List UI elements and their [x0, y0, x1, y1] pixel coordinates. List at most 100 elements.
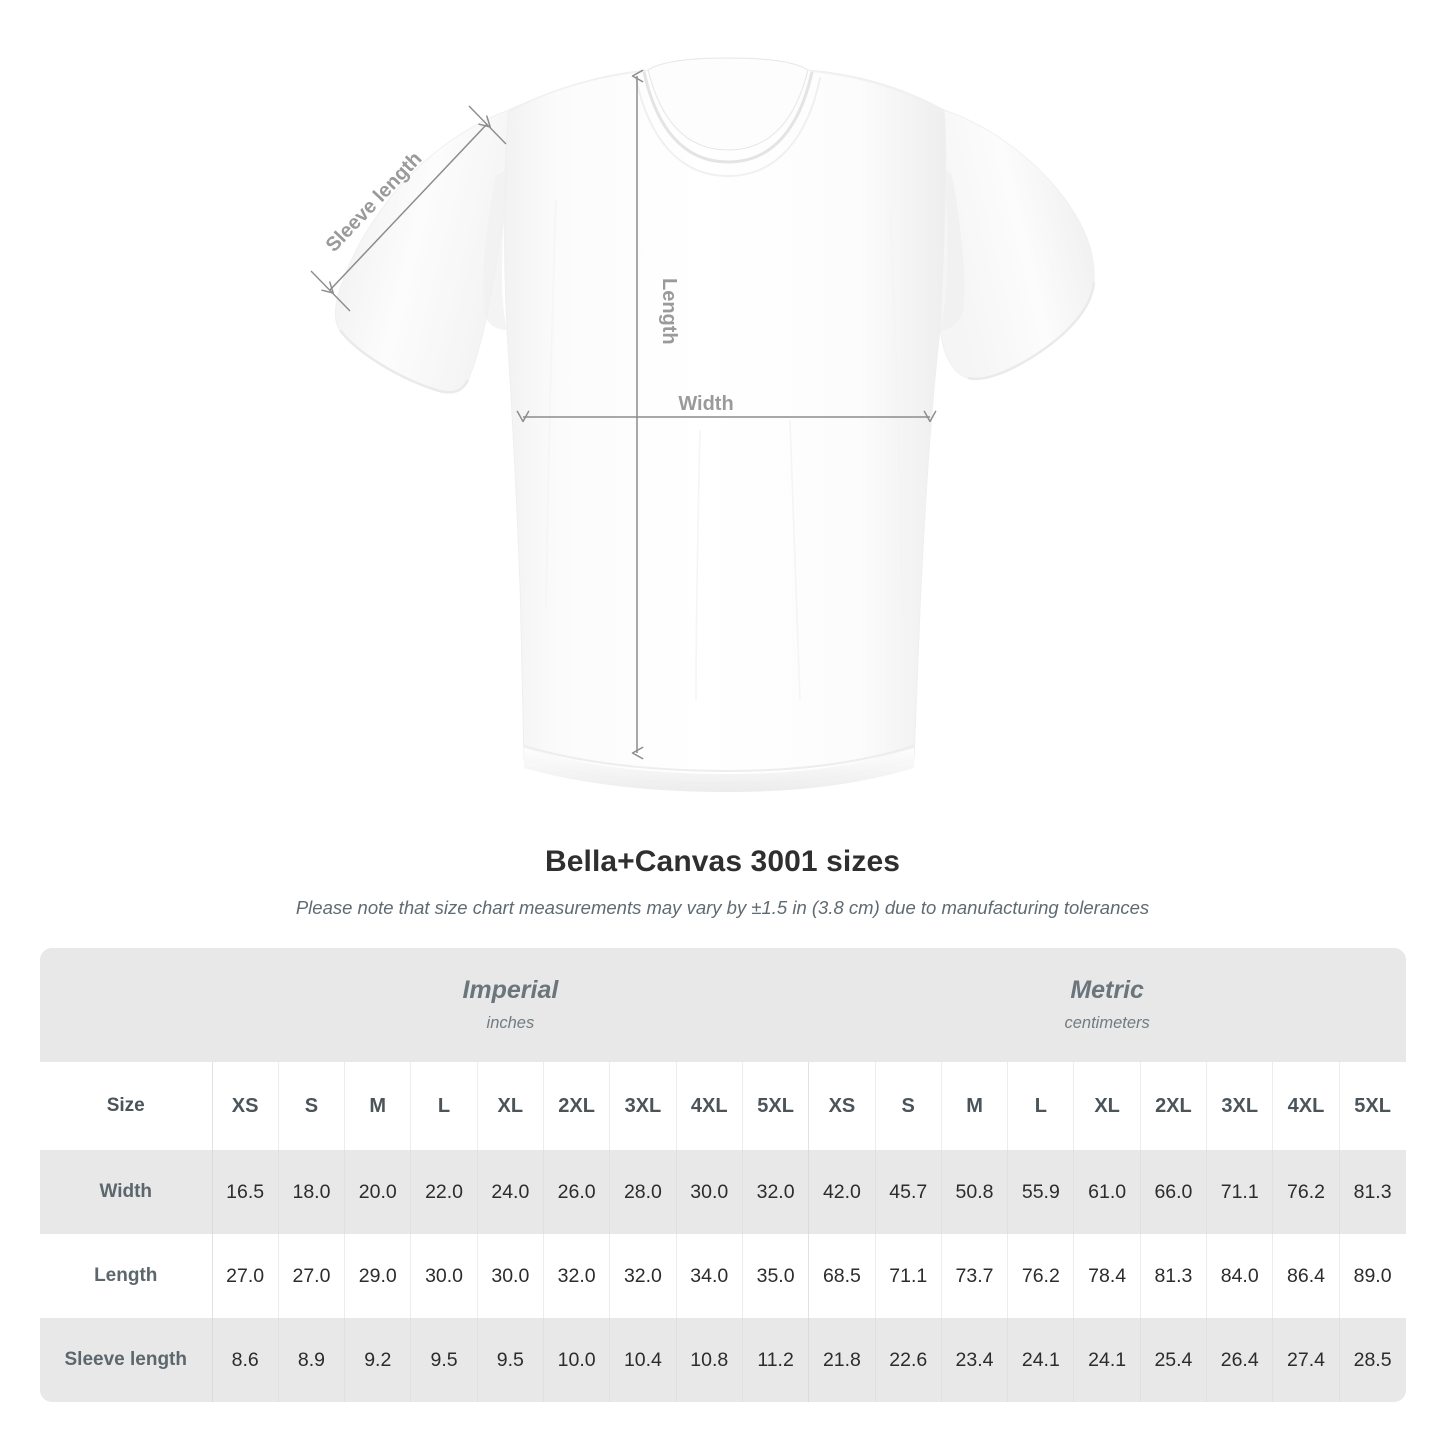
- sleeve-imperial-5xl: 11.2: [741, 1318, 809, 1402]
- sleeve-metric-s: 22.6: [874, 1318, 942, 1402]
- size-table-container: Imperial inches Metric centimeters Size …: [40, 948, 1406, 1402]
- col-header-metric-xs: XS: [808, 1062, 876, 1150]
- sleeve-imperial-xs: 8.6: [211, 1318, 279, 1402]
- width-imperial-l: 22.0: [410, 1150, 478, 1234]
- col-header-metric-5xl: 5XL: [1338, 1062, 1406, 1150]
- sleeve-imperial-s: 8.9: [277, 1318, 345, 1402]
- sleeve-metric-5xl: 28.5: [1338, 1318, 1406, 1402]
- width-metric-3xl: 71.1: [1206, 1150, 1273, 1234]
- col-header-imperial-xl: XL: [476, 1062, 544, 1150]
- size-header-label: Size: [40, 1062, 212, 1150]
- right-sleeve-hem: [967, 281, 1096, 381]
- sleeve-metric-3xl: 26.4: [1206, 1318, 1273, 1402]
- unit-banner-spacer: [40, 948, 212, 1062]
- col-header-imperial-2xl: 2XL: [542, 1062, 610, 1150]
- width-label: Width: [678, 393, 733, 415]
- width-metric-5xl: 81.3: [1338, 1150, 1406, 1234]
- length-imperial-4xl: 34.0: [675, 1234, 743, 1318]
- col-header-metric-4xl: 4XL: [1272, 1062, 1340, 1150]
- left-sleeve-hem: [338, 329, 470, 394]
- sleeve-metric-2xl: 25.4: [1139, 1318, 1207, 1402]
- metric-label: Metric: [1070, 976, 1144, 1005]
- length-imperial-xs: 27.0: [211, 1234, 279, 1318]
- right-armhole-shadow: [940, 168, 965, 330]
- width-metric-xl: 61.0: [1073, 1150, 1141, 1234]
- sleeve-metric-4xl: 27.4: [1272, 1318, 1340, 1402]
- length-imperial-m: 29.0: [344, 1234, 411, 1318]
- sleeve-imperial-xl: 9.5: [476, 1318, 544, 1402]
- width-imperial-3xl: 28.0: [609, 1150, 677, 1234]
- hem-stitch: [523, 745, 915, 773]
- col-header-imperial-3xl: 3XL: [609, 1062, 677, 1150]
- col-header-imperial-s: S: [277, 1062, 345, 1150]
- length-imperial-2xl: 32.0: [542, 1234, 610, 1318]
- length-metric-4xl: 86.4: [1272, 1234, 1340, 1318]
- width-imperial-2xl: 26.0: [542, 1150, 610, 1234]
- length-metric-5xl: 89.0: [1338, 1234, 1406, 1318]
- col-header-metric-s: S: [874, 1062, 942, 1150]
- size-header-row: Size XS S M L XL 2XL 3XL 4XL 5XL XS S M …: [40, 1062, 1406, 1150]
- table-row-width: Width 16.5 18.0 20.0 22.0 24.0 26.0 28.0…: [40, 1150, 1406, 1234]
- length-metric-xl: 78.4: [1073, 1234, 1141, 1318]
- metric-unit-cell: Metric centimeters: [808, 948, 1406, 1062]
- row-label-width: Width: [40, 1150, 212, 1234]
- sleeve-tick-start: [310, 270, 351, 312]
- sleeve-imperial-m: 9.2: [344, 1318, 411, 1402]
- width-metric-2xl: 66.0: [1139, 1150, 1207, 1234]
- collar-outer: [635, 77, 821, 178]
- col-header-imperial-l: L: [410, 1062, 478, 1150]
- length-imperial-5xl: 35.0: [741, 1234, 809, 1318]
- row-label-length: Length: [40, 1234, 212, 1318]
- collar-opening: [647, 57, 809, 151]
- width-metric-m: 50.8: [940, 1150, 1008, 1234]
- width-metric-s: 45.7: [874, 1150, 942, 1234]
- table-row-length: Length 27.0 27.0 29.0 30.0 30.0 32.0 32.…: [40, 1234, 1406, 1318]
- length-imperial-3xl: 32.0: [609, 1234, 677, 1318]
- size-table: Imperial inches Metric centimeters Size …: [40, 948, 1406, 1402]
- metric-unit-sub: centimeters: [1064, 1013, 1150, 1032]
- length-imperial-xl: 30.0: [476, 1234, 544, 1318]
- length-imperial-s: 27.0: [277, 1234, 345, 1318]
- sleeve-imperial-3xl: 10.4: [609, 1318, 677, 1402]
- width-imperial-5xl: 32.0: [741, 1150, 809, 1234]
- col-header-imperial-5xl: 5XL: [741, 1062, 809, 1150]
- imperial-unit-sub: inches: [486, 1013, 535, 1032]
- col-header-metric-m: M: [940, 1062, 1008, 1150]
- fabric-folds: [545, 199, 903, 701]
- sleeve-length-arrow: [321, 115, 492, 294]
- imperial-unit-cell: Imperial inches: [212, 948, 809, 1062]
- sleeve-imperial-2xl: 10.0: [542, 1318, 610, 1402]
- width-imperial-xs: 16.5: [211, 1150, 279, 1234]
- left-shoulder-seam: [508, 70, 647, 113]
- sleeve-metric-l: 24.1: [1007, 1318, 1074, 1402]
- col-header-metric-xl: XL: [1073, 1062, 1141, 1150]
- hem-band: [524, 748, 914, 792]
- width-imperial-s: 18.0: [277, 1150, 345, 1234]
- length-metric-l: 76.2: [1007, 1234, 1074, 1318]
- length-metric-m: 73.7: [940, 1234, 1008, 1318]
- width-metric-l: 55.9: [1007, 1150, 1074, 1234]
- col-header-imperial-xs: XS: [211, 1062, 279, 1150]
- tshirt-measurement-diagram: Length Width Sleeve length: [310, 57, 1096, 792]
- page-title: Bella+Canvas 3001 sizes: [544, 845, 901, 878]
- sleeve-tick-end: [468, 105, 507, 145]
- row-label-sleeve-length: Sleeve length: [40, 1318, 212, 1402]
- col-header-metric-3xl: 3XL: [1206, 1062, 1273, 1150]
- sleeve-imperial-4xl: 10.8: [675, 1318, 743, 1402]
- length-metric-xs: 68.5: [808, 1234, 876, 1318]
- width-imperial-4xl: 30.0: [675, 1150, 743, 1234]
- length-metric-3xl: 84.0: [1206, 1234, 1273, 1318]
- title-block: Bella+Canvas 3001 sizes Please note that…: [0, 845, 1445, 919]
- sleeve-metric-m: 23.4: [940, 1318, 1008, 1402]
- width-metric-xs: 42.0: [808, 1150, 876, 1234]
- tshirt-silhouette: [334, 57, 1096, 792]
- length-imperial-l: 30.0: [410, 1234, 478, 1318]
- sleeve-imperial-l: 9.5: [410, 1318, 478, 1402]
- table-row-sleeve-length: Sleeve length 8.6 8.9 9.2 9.5 9.5 10.0 1…: [40, 1318, 1406, 1402]
- width-imperial-m: 20.0: [344, 1150, 411, 1234]
- sleeve-metric-xs: 21.8: [808, 1318, 876, 1402]
- width-metric-4xl: 76.2: [1272, 1150, 1340, 1234]
- tshirt-body: [504, 69, 947, 785]
- tolerance-note: Please note that size chart measurements…: [295, 897, 1150, 918]
